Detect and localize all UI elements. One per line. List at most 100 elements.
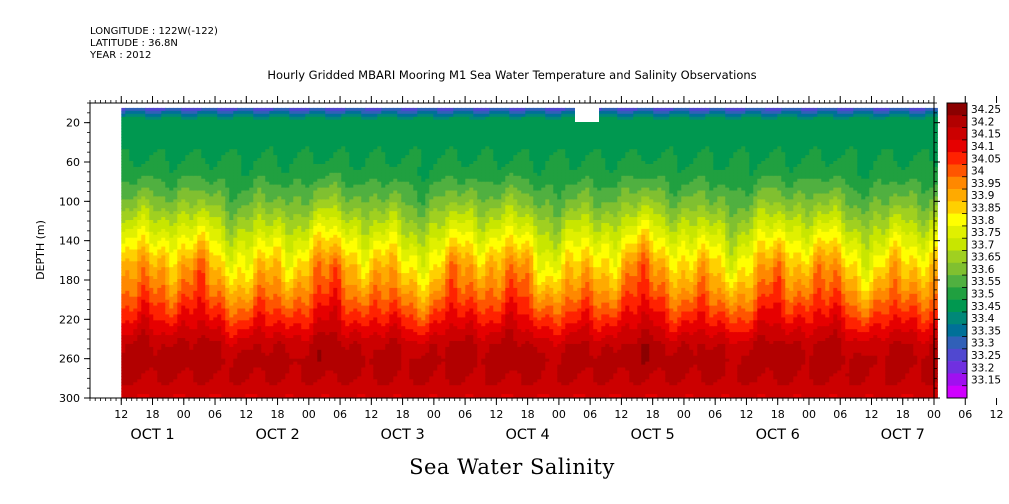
heatmap-cell [237,358,242,363]
heatmap-cell [301,326,306,330]
heatmap-cell [313,196,318,200]
heatmap-cell [249,214,254,218]
heatmap-cell [165,225,170,230]
heatmap-cell [209,217,214,221]
heatmap-cell [301,125,306,130]
heatmap-cell [301,116,306,121]
heatmap-cell [169,146,174,150]
heatmap-cell [217,122,222,127]
heatmap-cell [249,149,254,153]
heatmap-cell [173,391,178,395]
heatmap-cell [209,169,214,174]
heatmap-cell [301,166,306,171]
heatmap-cell [225,252,230,257]
heatmap-cell [149,190,154,194]
heatmap-cell [281,352,286,357]
heatmap-cell [121,240,126,245]
heatmap-cell [257,134,262,138]
heatmap-cell [181,252,186,257]
heatmap-cell [145,231,150,236]
heatmap-cell [201,220,206,224]
heatmap-cell [261,119,266,124]
heatmap-cell [313,161,318,165]
heatmap-cell [297,258,302,262]
heatmap-cell [193,181,198,186]
heatmap-cell [313,211,318,215]
heatmap-cell [201,172,206,177]
heatmap-cell [153,264,158,268]
heatmap-cell [165,199,170,203]
heatmap-cell [229,246,234,251]
heatmap-cell [237,125,242,130]
heatmap-cell [241,125,246,130]
heatmap-cell [217,116,222,121]
heatmap-cell [281,208,286,212]
heatmap-cell [197,193,202,198]
heatmap-cell [205,258,210,262]
heatmap-cell [237,228,242,233]
heatmap-cell [177,225,182,230]
heatmap-cell [189,343,194,348]
heatmap-cell [281,122,286,127]
heatmap-cell [273,107,278,112]
heatmap-cell [265,302,270,307]
heatmap-cell [273,122,278,127]
heatmap-cell [237,287,242,292]
heatmap-cell [173,379,178,383]
heatmap-cell [197,320,202,324]
heatmap-cell [217,335,222,339]
heatmap-cell [309,264,314,268]
heatmap-cell [221,299,226,304]
heatmap-cell [201,299,206,304]
heatmap-cell [181,367,186,371]
heatmap-cell [265,352,270,357]
heatmap-cell [233,264,238,268]
heatmap-cell [149,246,154,251]
heatmap-cell [245,332,250,336]
heatmap-cell [249,264,254,268]
heatmap-cell [313,152,318,156]
heatmap-cell [133,326,138,330]
heatmap-cell [157,119,162,124]
heatmap-cell [269,202,274,206]
heatmap-cell [213,323,218,327]
heatmap-cell [241,335,246,339]
heatmap-cell [305,279,310,283]
heatmap-cell [129,370,134,374]
heatmap-cell [225,385,230,389]
heatmap-cell [261,282,266,286]
heatmap-cell [189,361,194,366]
heatmap-cell [313,199,318,203]
heatmap-cell [149,113,154,118]
heatmap-cell [317,128,322,133]
heatmap-cell [245,119,250,124]
heatmap-cell [145,343,150,348]
heatmap-cell [289,258,294,262]
heatmap-cell [141,122,146,127]
heatmap-cell [129,338,134,342]
heatmap-cell [201,155,206,159]
heatmap-cell [233,158,238,162]
heatmap-cell [301,178,306,183]
heatmap-cell [173,220,178,224]
heatmap-cell [297,146,302,150]
heatmap-cell [265,211,270,215]
heatmap-cell [217,234,222,239]
heatmap-cell [289,320,294,324]
heatmap-cell [221,296,226,301]
heatmap-cell [197,355,202,360]
heatmap-cell [145,252,150,257]
heatmap-cell [293,181,298,186]
heatmap-cell [133,329,138,333]
heatmap-cell [157,128,162,133]
heatmap-cell [153,220,158,224]
heatmap-cell [133,338,138,342]
heatmap-cell [317,228,322,233]
heatmap-cell [189,223,194,227]
heatmap-cell [149,155,154,159]
heatmap-cell [189,323,194,327]
heatmap-cell [297,237,302,242]
heatmap-cell [241,228,246,233]
heatmap-cell [213,385,218,389]
heatmap-cell [269,243,274,248]
